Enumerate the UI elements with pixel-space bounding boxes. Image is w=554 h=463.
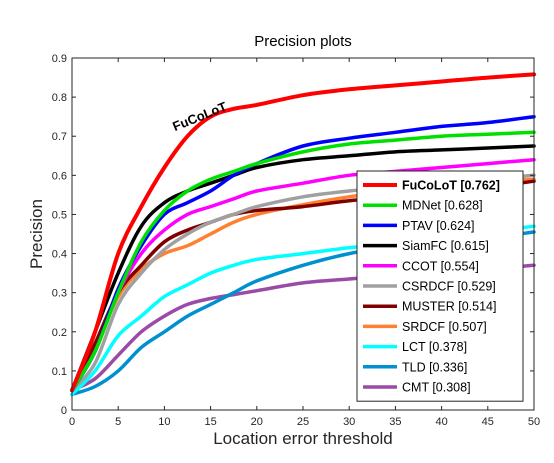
y-tick-label: 0.5 bbox=[52, 209, 67, 221]
legend: FuCoLoT [0.762] MDNet [0.628] PTAV [0.624]… bbox=[356, 170, 524, 402]
legend-entry: MDNet [0.628] bbox=[402, 199, 483, 213]
x-tick-label: 30 bbox=[343, 416, 355, 428]
axes-layer: 0 5 10 15 20 25 30 35 40 45 50 0 0.1 0.2 0.3 0.4 0.5 0.6 0… bbox=[52, 53, 540, 428]
series-line-fucolot bbox=[70, 72, 536, 393]
y-tick-label: 0.9 bbox=[52, 53, 67, 65]
series-line-mdnet bbox=[70, 130, 536, 393]
legend-entry: CMT [0.308] bbox=[402, 381, 471, 395]
x-tick-label: 20 bbox=[251, 416, 263, 428]
x-tick-label: 35 bbox=[389, 416, 401, 428]
y-tick-label: 0.7 bbox=[52, 131, 67, 143]
y-tick-label: 0.6 bbox=[52, 170, 67, 182]
x-tick-label: 10 bbox=[158, 416, 170, 428]
legend-entry: PTAV [0.624] bbox=[402, 219, 475, 233]
x-axis-label: Location error threshold bbox=[213, 429, 393, 448]
legend-entry: CSRDCF [0.529] bbox=[402, 280, 496, 294]
y-tick-label: 0 bbox=[61, 405, 67, 417]
legend-entry: TLD [0.336] bbox=[402, 360, 467, 374]
x-tick-label: 45 bbox=[482, 416, 494, 428]
x-tick-label: 5 bbox=[115, 416, 121, 428]
x-tick-label: 15 bbox=[204, 416, 216, 428]
legend-entry: SRDCF [0.507] bbox=[402, 320, 487, 334]
x-tick-label: 40 bbox=[435, 416, 447, 428]
y-tick-label: 0.1 bbox=[52, 366, 67, 378]
legend-entry: CCOT [0.554] bbox=[402, 259, 479, 273]
legend-entry: FuCoLoT [0.762] bbox=[402, 179, 500, 193]
y-tick-label: 0.8 bbox=[52, 92, 67, 104]
y-tick-label: 0.3 bbox=[52, 288, 67, 300]
y-tick-label: 0.2 bbox=[52, 327, 67, 339]
x-tick-label: 0 bbox=[69, 416, 75, 428]
x-tick-label: 25 bbox=[297, 416, 309, 428]
legend-entry: LCT [0.378] bbox=[402, 340, 467, 354]
chart-title: Precision plots bbox=[254, 33, 352, 50]
y-tick-label: 0.4 bbox=[52, 249, 67, 261]
x-tick-label: 50 bbox=[528, 416, 540, 428]
legend-entry: SiamFC [0.615] bbox=[402, 239, 489, 253]
legend-entry: MUSTER [0.514] bbox=[402, 300, 496, 314]
y-axis-label: Precision bbox=[27, 199, 46, 269]
